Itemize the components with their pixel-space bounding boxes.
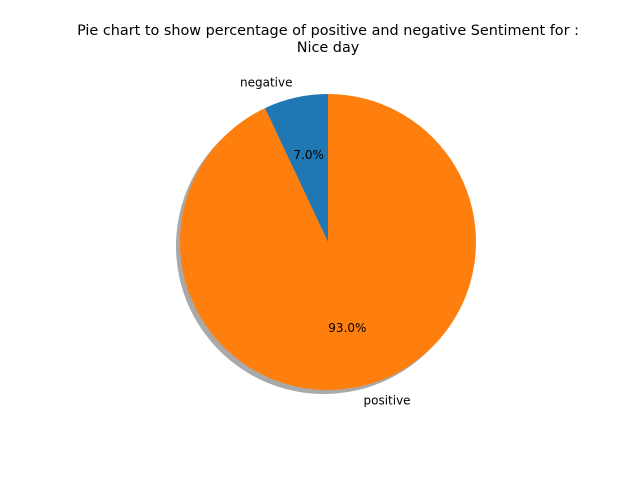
pie-slices [179, 94, 476, 390]
pie-slice-negative [264, 94, 328, 242]
pie-slice-positive [179, 94, 476, 390]
slice-label-positive: positive [364, 393, 411, 407]
slice-label-negative: negative [240, 76, 292, 90]
pie-labels: negative 7.0% positive 93.0% [240, 76, 411, 408]
pct-label-positive: 93.0% [328, 321, 366, 335]
chart-title-line-1: Pie chart to show percentage of positive… [77, 23, 579, 39]
chart-title-line-2: Nice day [297, 40, 360, 56]
pct-label-negative: 7.0% [293, 148, 324, 162]
